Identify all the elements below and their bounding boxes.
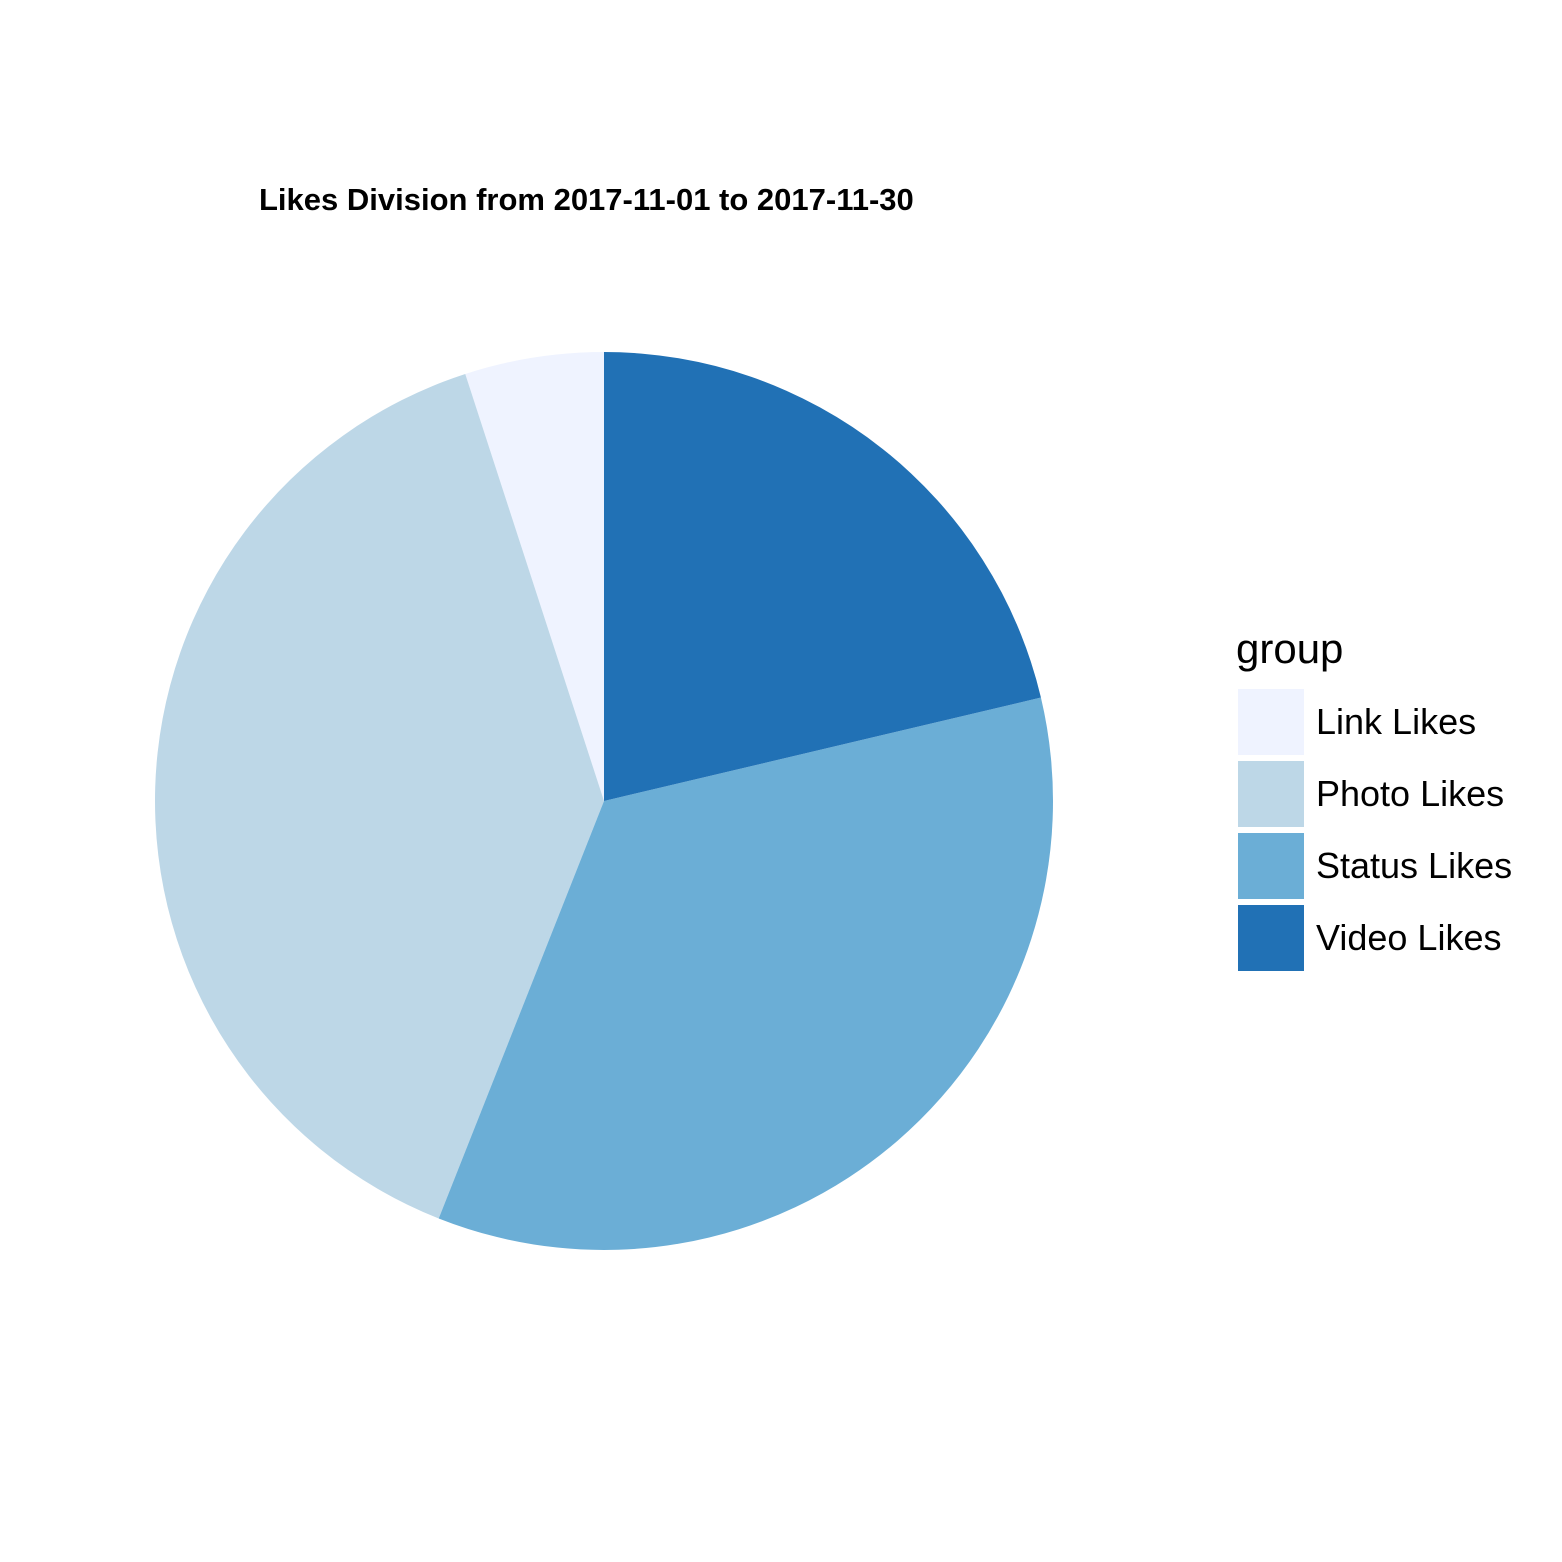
pie-slice-photo-likes bbox=[155, 373, 605, 1219]
legend-key-swatch bbox=[1238, 905, 1304, 971]
legend-item: Photo Likes bbox=[1236, 758, 1512, 830]
legend-item: Video Likes bbox=[1236, 902, 1512, 974]
pie-slice-video-likes bbox=[604, 352, 1041, 801]
chart-title: Likes Division from 2017-11-01 to 2017-1… bbox=[259, 182, 914, 217]
legend-title: group bbox=[1236, 625, 1344, 672]
legend-key-swatch bbox=[1238, 689, 1304, 755]
legend-item: Link Likes bbox=[1236, 686, 1512, 758]
legend-key-swatch bbox=[1238, 761, 1304, 827]
legend-key-swatch bbox=[1238, 833, 1304, 899]
legend-items: Link Likes Photo Likes Status Likes Video L… bbox=[1236, 686, 1512, 974]
pie-slice-link-likes bbox=[465, 352, 604, 801]
legend-label: Video Likes bbox=[1316, 917, 1502, 958]
pie-slice-status-likes bbox=[438, 697, 1054, 1250]
pie-slices bbox=[155, 352, 1054, 1250]
legend-label: Status Likes bbox=[1316, 845, 1513, 886]
legend-item: Status Likes bbox=[1236, 830, 1512, 902]
legend: group Link Likes Photo Likes Status Likes V… bbox=[1236, 624, 1512, 974]
legend-label: Link Likes bbox=[1316, 701, 1477, 742]
legend-label: Photo Likes bbox=[1316, 773, 1505, 814]
